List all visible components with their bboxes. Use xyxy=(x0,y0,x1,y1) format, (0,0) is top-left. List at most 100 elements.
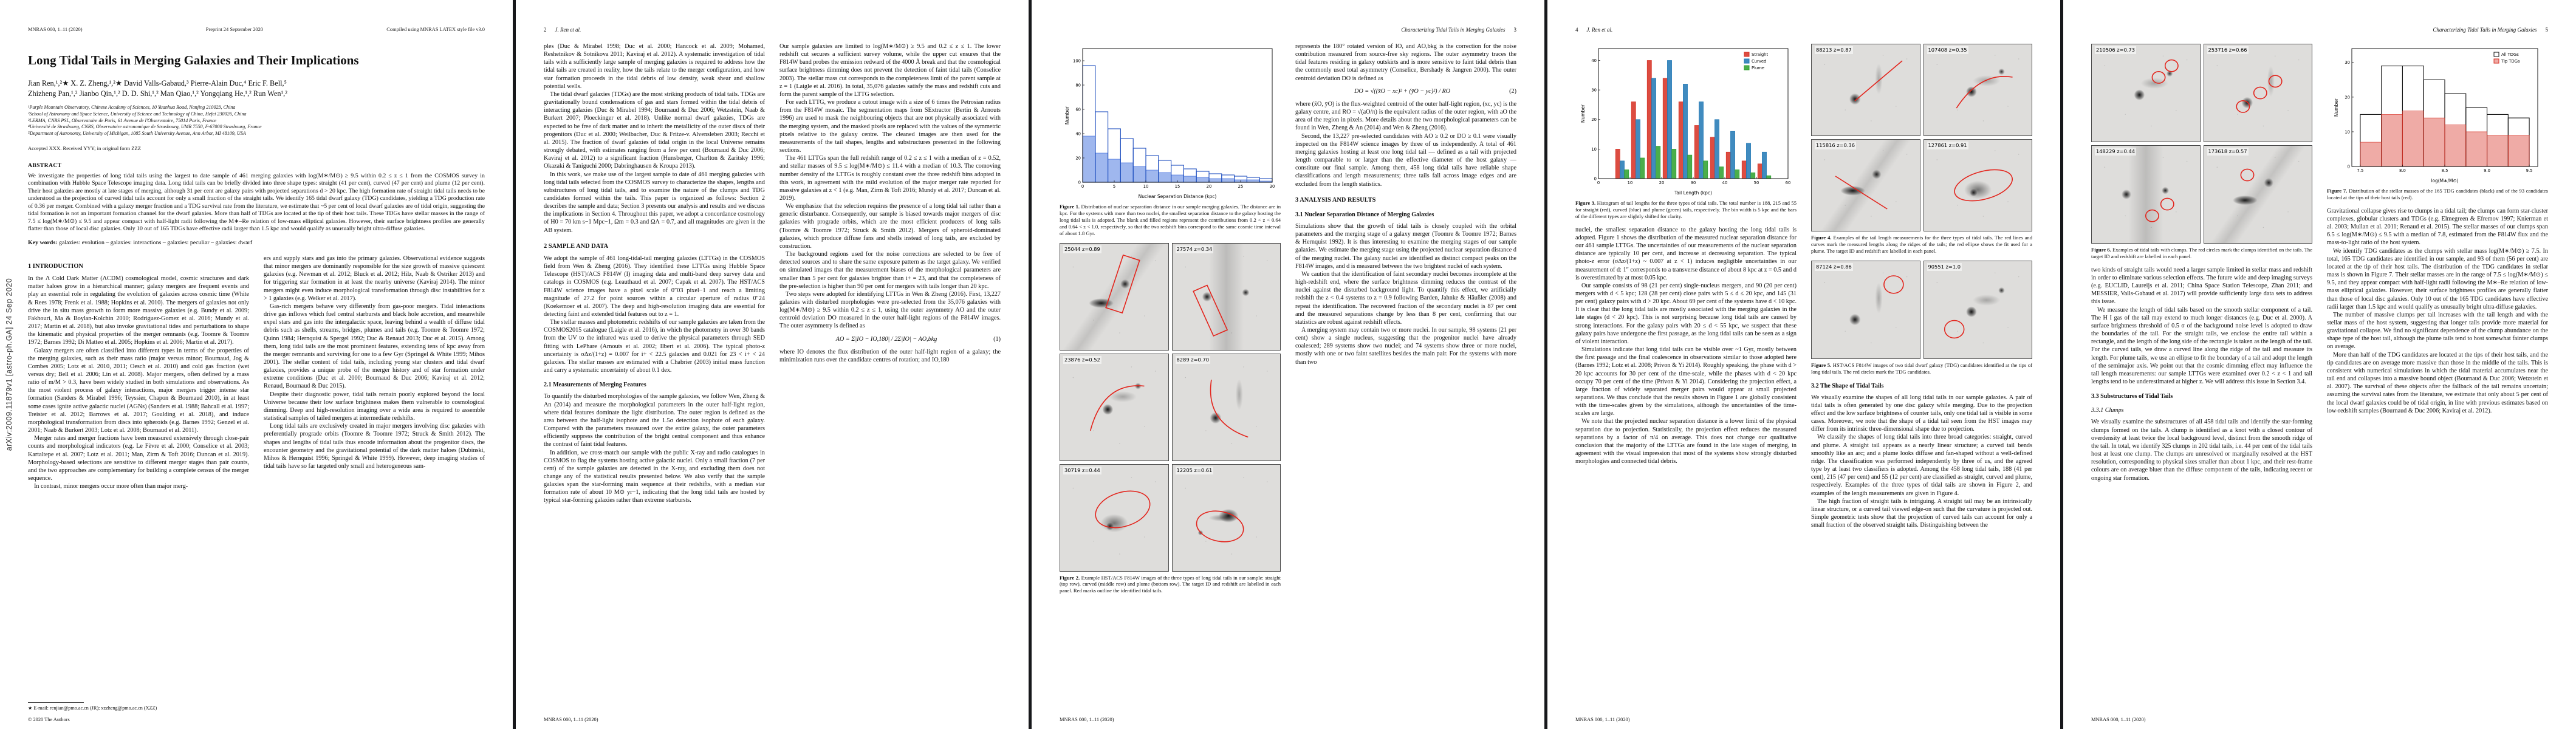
body-paragraph: Gravitational collapse gives rise to clu… xyxy=(2327,207,2548,247)
svg-text:30: 30 xyxy=(1270,184,1275,189)
page-3: Characterizing Tidal Tails in Merging Ga… xyxy=(1032,0,1544,729)
svg-text:50: 50 xyxy=(1754,180,1759,185)
body-paragraph: ples (Duc & Mirabel 1998; Duc et al. 200… xyxy=(544,43,765,90)
affiliation: ³LERMA, CNRS PSL, Observatoire de Paris,… xyxy=(28,117,217,123)
section-heading: 3 ANALYSIS AND RESULTS xyxy=(1295,196,1376,204)
svg-text:25: 25 xyxy=(1238,184,1244,189)
tdg-annotation xyxy=(1812,261,1920,358)
svg-text:Straight: Straight xyxy=(1752,52,1768,57)
section-heading: 3.3 Substructures of Tidal Tails xyxy=(2091,393,2173,400)
body-paragraph: where IO denotes the flux distribution o… xyxy=(779,348,1001,363)
panel-label: 88213 z=0.87 xyxy=(1815,46,1853,55)
page-4: 4 J. Ren et al. 0 10 20 30 40 50 60 0 10 20 30 40 Ta… xyxy=(1547,0,2060,729)
column-left: 1 INTRODUCTION In the Λ Cold Dark Matter … xyxy=(28,255,249,490)
page-1: arXiv:2009.11879v1 [astro-ph.GA] 24 Sep … xyxy=(0,0,513,729)
panel-label: 115816 z=0.36 xyxy=(1815,142,1857,150)
svg-text:40: 40 xyxy=(1591,58,1597,63)
section-heading: 3.3.1 Clumps xyxy=(2091,407,2124,414)
arxiv-stamp: arXiv:2009.11879v1 [astro-ph.GA] 24 Sep … xyxy=(0,0,18,729)
body-paragraph: We identify TDG candidates as the clumps… xyxy=(2327,247,2548,310)
panel-label: 23876 z=0.52 xyxy=(1063,355,1101,364)
figure-4-caption: Figure 4. Examples of the tail length me… xyxy=(1811,234,2033,254)
svg-text:Number: Number xyxy=(1580,104,1586,123)
svg-text:Number: Number xyxy=(1064,106,1070,125)
running-title: Characterizing Tidal Tails in Merging Ga… xyxy=(1401,27,1506,33)
section-heading: 3.2 The Shape of Tidal Tails xyxy=(1811,382,1884,389)
length-annotation xyxy=(1812,140,1920,231)
running-author: J. Ren et al. xyxy=(1586,27,1613,33)
figure-4: 88213 z=0.87 107408 z=0.35 115816 z=0.36… xyxy=(1811,44,2032,255)
svg-text:10: 10 xyxy=(1628,180,1633,185)
column-left-text: two kinds of straight tails would need a… xyxy=(2091,266,2312,482)
svg-text:7.5: 7.5 xyxy=(2357,168,2364,173)
column-left: 0 10 20 30 40 50 60 0 10 20 30 40 Tail Length (kpc) N… xyxy=(1575,43,1797,529)
clump-annotation xyxy=(2092,146,2200,243)
column-right: ers and supply stars and gas into the pr… xyxy=(264,255,485,490)
authors-line-1: Jian Ren,¹,²★ X. Z. Zheng,¹,²★ David Val… xyxy=(28,79,287,87)
body-paragraph: We visually examine the substructures of… xyxy=(2091,419,2312,482)
body-paragraph: We classify the shapes of long tidal tai… xyxy=(1811,434,2032,497)
footnote-rule xyxy=(28,702,84,703)
svg-text:8.5: 8.5 xyxy=(2442,168,2448,173)
tail-annotation xyxy=(1173,244,1281,350)
galaxy-panel: 30719 z=0.44 xyxy=(1060,464,1169,572)
column-left: 0 5 10 15 20 25 30 0 20 40 60 80 100 Nuclear Separati… xyxy=(1060,43,1281,600)
svg-text:10: 10 xyxy=(1591,147,1597,152)
compiled-note: Compiled using MNRAS LATEX style file v3… xyxy=(386,27,485,32)
svg-text:30: 30 xyxy=(2345,60,2350,65)
length-annotation xyxy=(1924,140,2032,231)
keywords-text: galaxies: evolution – galaxies: interact… xyxy=(59,239,253,246)
keywords-label: Key words: xyxy=(28,239,58,246)
body-paragraph: To quantify the disturbed morphologies o… xyxy=(544,393,765,448)
galaxy-panel: 23876 z=0.52 xyxy=(1060,353,1169,461)
panel-label: 25044 z=0.89 xyxy=(1063,245,1101,253)
body-paragraph: The tidal dwarf galaxies (TDGs) are the … xyxy=(544,91,765,170)
body-paragraph: For each LTTG, we produce a cutout image… xyxy=(779,99,1001,154)
figure-7-caption: Figure 7. Distribution of the stellar ma… xyxy=(2327,188,2548,200)
fig1-histogram: 0 5 10 15 20 25 30 0 20 40 60 80 100 Nuclear Separati… xyxy=(1063,44,1277,200)
svg-text:30: 30 xyxy=(1591,87,1597,92)
figure-6-panels: 210506 z=0.73 253716 z=0.66 148229 z=0.4… xyxy=(2091,44,2312,244)
body-paragraph: Galaxy mergers are often classified into… xyxy=(28,347,249,434)
page-number: 5 xyxy=(2545,27,2549,33)
section-heading: 3.1 Nuclear Separation Distance of Mergi… xyxy=(1295,211,1434,218)
svg-text:20: 20 xyxy=(1075,156,1081,160)
body-paragraph: The background regions used for the nois… xyxy=(779,251,1001,290)
panel-label: 210506 z=0.73 xyxy=(2095,46,2137,55)
svg-text:Tail Length (kpc): Tail Length (kpc) xyxy=(1674,190,1712,196)
equation: DO = √((x̄O − xc)² + (ȳO − yc)²) / RO (2) xyxy=(1354,87,1516,95)
body-paragraph: We visually examine the shapes of all lo… xyxy=(1811,394,2032,433)
panel-label: 8289 z=0.70 xyxy=(1175,355,1211,364)
figure-2-panels: 25044 z=0.89 27574 z=0.34 23876 z=0.52 8… xyxy=(1060,242,1281,572)
svg-text:0: 0 xyxy=(1081,184,1084,189)
affiliation: ⁵Department of Astronomy, University of … xyxy=(28,131,246,137)
body-paragraph: Despite their diagnostic power, tidal ta… xyxy=(264,391,485,422)
fig7-histogram: 7.5 8.0 8.5 9.0 9.5 0 10 20 30 log(M∗/M⊙) Number Al… xyxy=(2332,44,2543,185)
body-paragraph: The high fraction of straight tails is i… xyxy=(1811,498,2032,529)
svg-text:40: 40 xyxy=(1722,180,1728,185)
figure-2: 25044 z=0.89 27574 z=0.34 23876 z=0.52 8… xyxy=(1060,242,1281,595)
page-header: 4 J. Ren et al. xyxy=(1575,27,2032,33)
panel-label: 253716 z=0.66 xyxy=(2207,46,2249,55)
running-title: Characterizing Tidal Tails in Merging Ga… xyxy=(2433,27,2537,33)
tail-annotation xyxy=(1060,244,1168,350)
panel-label: 173618 z=0.57 xyxy=(2207,148,2249,156)
galaxy-panel: 148229 z=0.44 xyxy=(2091,145,2201,244)
galaxy-panel: 173618 z=0.57 xyxy=(2203,145,2312,244)
svg-text:Tip TDGs: Tip TDGs xyxy=(2501,59,2520,64)
figure-2-caption: Figure 2. Example HST/ACS F814W images o… xyxy=(1060,574,1281,594)
svg-text:Nuclear Separation Distance (k: Nuclear Separation Distance (kpc) xyxy=(1139,194,1217,199)
affiliation: ¹Purple Mountain Observatory, Chinese Ac… xyxy=(28,104,236,110)
body-paragraph: nuclei, the smallest separation distance… xyxy=(1575,226,1797,281)
body-paragraph: In addition, we cross-match our sample w… xyxy=(544,449,765,504)
galaxy-panel: 87124 z=0.86 xyxy=(1811,260,1920,359)
tail-annotation xyxy=(1060,465,1168,571)
tail-annotation xyxy=(1173,465,1281,571)
body-paragraph: Our sample consists of 98 (21 per cent) … xyxy=(1575,282,1797,345)
body-paragraph: In the Λ Cold Dark Matter (ΛCDM) cosmolo… xyxy=(28,275,249,346)
galaxy-panel: 210506 z=0.73 xyxy=(2091,44,2201,142)
email-footnote[interactable]: ★ E-mail: renjian@pmo.ac.cn (JR); xzzhen… xyxy=(28,702,248,711)
affiliation: ⁴Université de Strasbourg, CNRS, Observa… xyxy=(28,124,262,130)
body-paragraph: We emphasize that the selection requires… xyxy=(779,203,1001,250)
panel-label: 107408 z=0.35 xyxy=(1927,46,1968,55)
